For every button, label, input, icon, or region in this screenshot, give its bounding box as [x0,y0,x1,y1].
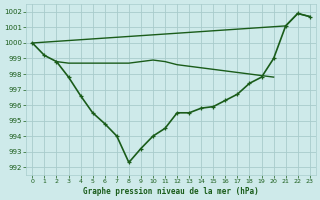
X-axis label: Graphe pression niveau de la mer (hPa): Graphe pression niveau de la mer (hPa) [83,187,259,196]
